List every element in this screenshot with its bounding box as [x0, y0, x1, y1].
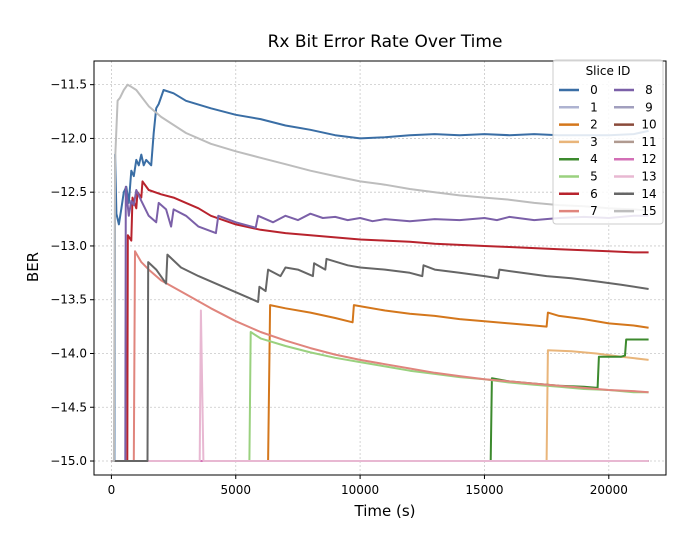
x-axis-label: Time (s) [354, 502, 416, 520]
y-axis-label: BER [24, 252, 42, 282]
series-line-7 [111, 250, 649, 462]
legend-label-11: 11 [641, 135, 656, 149]
series-line-4 [111, 338, 649, 462]
y-tick-label: −11.5 [50, 78, 87, 92]
series-lines [111, 83, 649, 462]
legend-label-12: 12 [641, 152, 656, 166]
series-line-8 [111, 185, 649, 462]
x-tick-label: 20000 [590, 483, 628, 497]
legend-box [552, 59, 664, 225]
x-tick-label: 10000 [341, 483, 379, 497]
x-tick-label: 0 [108, 483, 116, 497]
plot-frame [93, 60, 667, 476]
y-tick-label: −13.5 [50, 293, 87, 307]
legend-label-15: 15 [641, 204, 656, 218]
legend-label-6: 6 [590, 187, 598, 201]
axis-ticks: 0 5000 10000 15000 20000 −11.5 −12.0 −12.5 −13.0… [50, 78, 628, 497]
series-line-5 [111, 331, 649, 462]
legend-label-3: 3 [590, 135, 598, 149]
legend-label-14: 14 [641, 187, 656, 201]
y-tick-label: −13.0 [50, 239, 87, 253]
x-tick-label: 15000 [465, 483, 503, 497]
legend-label-13: 13 [641, 170, 656, 184]
legend-label-10: 10 [641, 118, 656, 132]
legend-label-2: 2 [590, 118, 598, 132]
x-tick-label: 5000 [220, 483, 251, 497]
series-line-2 [111, 304, 649, 462]
legend-label-5: 5 [590, 170, 598, 184]
legend-label-1: 1 [590, 100, 598, 114]
y-tick-label: −15.0 [50, 454, 87, 468]
legend-label-9: 9 [645, 100, 653, 114]
y-tick-label: −14.5 [50, 400, 87, 414]
legend-label-4: 4 [590, 152, 598, 166]
legend-label-8: 8 [645, 83, 653, 97]
chart-title: Rx Bit Error Rate Over Time [268, 32, 503, 52]
y-tick-label: −12.5 [50, 185, 87, 199]
series-line-6 [111, 180, 649, 462]
series-line-3 [111, 349, 649, 462]
legend-title: Slice ID [586, 64, 631, 78]
series-line-13 [111, 309, 649, 462]
series-line-14 [111, 253, 649, 462]
legend-label-7: 7 [590, 204, 598, 218]
legend-label-0: 0 [590, 83, 598, 97]
series-line-15 [111, 83, 649, 462]
y-tick-label: −14.0 [50, 346, 87, 360]
y-tick-label: −12.0 [50, 131, 87, 145]
